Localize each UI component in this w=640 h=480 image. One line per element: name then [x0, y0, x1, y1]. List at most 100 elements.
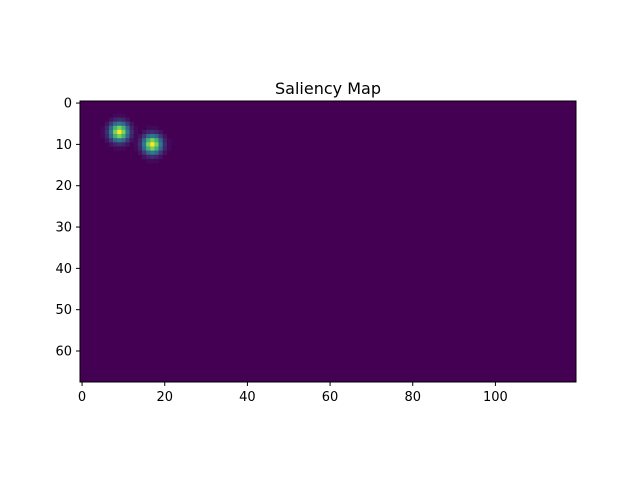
heatmap-cell-hotspot-2 — [158, 150, 163, 156]
heatmap-cell-hotspot-1 — [133, 134, 139, 139]
y-tick-label: 10 — [55, 138, 72, 153]
heatmap-cell-hotspot-2 — [158, 154, 163, 160]
heatmap-cell-hotspot-2 — [137, 142, 143, 147]
heatmap-cell-hotspot-1 — [113, 125, 118, 131]
heatmap-cell-hotspot-1 — [117, 134, 122, 139]
heatmap-cell-hotspot-2 — [142, 154, 147, 160]
heatmap-cell-hotspot-2 — [150, 125, 155, 131]
heatmap-cell-hotspot-1 — [117, 142, 122, 147]
heatmap-cell-hotspot-1 — [113, 117, 118, 122]
heatmap-cell-hotspot-2 — [133, 142, 139, 147]
y-tick-label: 0 — [64, 97, 72, 112]
heatmap-cell-hotspot-1 — [121, 146, 126, 151]
heatmap-cell-hotspot-1 — [133, 129, 139, 135]
heatmap-image — [80, 101, 576, 382]
y-tick-label: 50 — [55, 303, 72, 318]
heatmap-cell-hotspot-2 — [142, 129, 147, 135]
heatmap-cell-hotspot-2 — [150, 142, 155, 147]
heatmap-cell-hotspot-1 — [129, 129, 135, 135]
heatmap-cell-hotspot-2 — [137, 134, 143, 139]
heatmap-cell-hotspot-1 — [121, 113, 126, 118]
heatmap-cell-hotspot-1 — [129, 138, 135, 143]
heatmap-cell-hotspot-1 — [125, 129, 130, 135]
heatmap-cell-hotspot-2 — [137, 150, 143, 156]
heatmap-cell-hotspot-1 — [113, 113, 118, 118]
heatmap-cell-hotspot-2 — [154, 138, 159, 143]
x-tick-label: 20 — [156, 390, 173, 405]
heatmap-cell-hotspot-1 — [117, 129, 122, 135]
heatmap-cell-hotspot-2 — [154, 146, 159, 151]
heatmap-cell-hotspot-2 — [162, 142, 168, 147]
heatmap-cell-hotspot-2 — [150, 154, 155, 160]
heatmap-cell-hotspot-2 — [142, 138, 147, 143]
heatmap-cell-hotspot-1 — [100, 129, 106, 135]
heatmap-cell-hotspot-1 — [108, 138, 114, 143]
y-tick-label: 60 — [55, 345, 72, 360]
heatmap-cell-hotspot-2 — [154, 129, 159, 135]
chart-title: Saliency Map — [275, 79, 381, 98]
heatmap-cell-hotspot-1 — [108, 129, 114, 135]
heatmap-cell-hotspot-1 — [117, 121, 122, 127]
heatmap-cell-hotspot-2 — [146, 125, 151, 131]
heatmap-cell-hotspot-1 — [113, 134, 118, 139]
heatmap-cell-hotspot-2 — [146, 134, 151, 139]
x-tick-label: 100 — [483, 390, 508, 405]
heatmap-cell-hotspot-2 — [162, 146, 168, 151]
heatmap-cell-hotspot-1 — [125, 117, 130, 122]
x-axis: 0 20 40 60 80 100 — [78, 382, 508, 405]
heatmap-cell-hotspot-2 — [146, 146, 151, 151]
heatmap-cell-hotspot-1 — [108, 121, 114, 127]
heatmap-cell-hotspot-2 — [158, 146, 163, 151]
x-tick-label: 40 — [239, 390, 256, 405]
heatmap-cell-hotspot-1 — [108, 125, 114, 131]
heatmap-cell-hotspot-1 — [117, 117, 122, 122]
x-tick-label: 80 — [404, 390, 421, 405]
heatmap-cell-hotspot-1 — [104, 134, 110, 139]
heatmap-cell-hotspot-1 — [113, 121, 118, 127]
heatmap-cell-hotspot-2 — [166, 146, 172, 151]
heatmap-cell-hotspot-2 — [154, 150, 159, 156]
heatmap-cell-hotspot-2 — [146, 150, 151, 156]
heatmap-cell-hotspot-1 — [117, 125, 122, 131]
heatmap-cell-hotspot-1 — [121, 117, 126, 122]
heatmap-cell-hotspot-2 — [150, 158, 155, 164]
heatmap-cell-hotspot-1 — [125, 125, 130, 131]
heatmap-cell-hotspot-1 — [129, 134, 135, 139]
heatmap-cell-hotspot-1 — [113, 138, 118, 143]
heatmap-cell-hotspot-2 — [162, 150, 168, 156]
heatmap-cell-hotspot-2 — [146, 129, 151, 135]
heatmap-cell-hotspot-2 — [154, 158, 159, 164]
heatmap-cell-hotspot-2 — [154, 154, 159, 160]
heatmap-cell-hotspot-2 — [133, 146, 139, 151]
axes-frame — [79, 100, 577, 383]
heatmap-cell-hotspot-1 — [104, 138, 110, 143]
heatmap-cell-hotspot-1 — [121, 121, 126, 127]
heatmap-cell-hotspot-2 — [146, 142, 151, 147]
heatmap-cell-hotspot-2 — [154, 142, 159, 147]
heatmap-cell-hotspot-2 — [166, 142, 172, 147]
x-tick-label: 60 — [322, 390, 339, 405]
heatmap-cell-hotspot-1 — [125, 134, 130, 139]
heatmap-cell-hotspot-2 — [146, 138, 151, 143]
heatmap-cell-hotspot-1 — [121, 129, 126, 135]
heatmap-cell-hotspot-2 — [150, 146, 155, 151]
heatmap-cell-hotspot-2 — [133, 138, 139, 143]
y-tick-label: 20 — [55, 179, 72, 194]
heatmap-cell-hotspot-2 — [162, 134, 168, 139]
heatmap-cell-hotspot-2 — [150, 150, 155, 156]
heatmap-cell-hotspot-1 — [129, 125, 135, 131]
heatmap-cell-hotspot-2 — [158, 129, 163, 135]
heatmap-cell-hotspot-1 — [129, 121, 135, 127]
heatmap-cell-hotspot-1 — [100, 134, 106, 139]
heatmap-cell-hotspot-1 — [104, 121, 110, 127]
heatmap-cell-hotspot-2 — [162, 138, 168, 143]
heatmap-cell-hotspot-1 — [121, 134, 126, 139]
heatmap-cell-hotspot-1 — [121, 142, 126, 147]
heatmap-cell-hotspot-1 — [121, 125, 126, 131]
heatmap-cell-hotspot-2 — [142, 134, 147, 139]
y-tick-label: 40 — [55, 262, 72, 277]
heatmap-cell-hotspot-1 — [104, 125, 110, 131]
heatmap-cell-hotspot-2 — [158, 138, 163, 143]
heatmap-cell-hotspot-2 — [150, 134, 155, 139]
